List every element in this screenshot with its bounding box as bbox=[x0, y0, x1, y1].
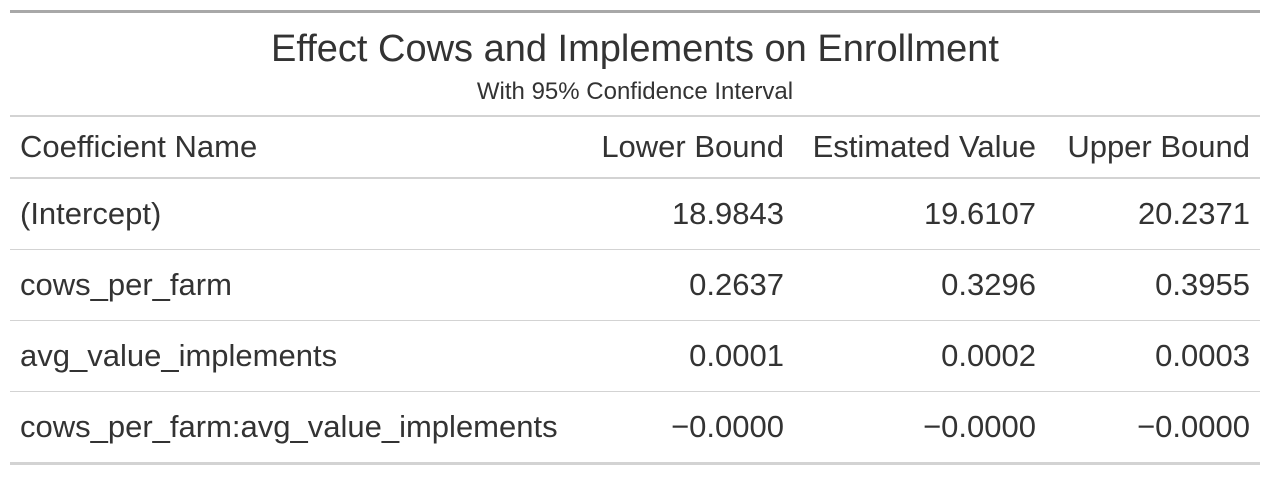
header-row: Coefficient Name Lower Bound Estimated V… bbox=[10, 117, 1260, 179]
coefficient-name-cell: cows_per_farm:avg_value_implements bbox=[10, 391, 580, 465]
upper-bound-cell: 0.0003 bbox=[1046, 320, 1260, 392]
lower-bound-cell: −0.0000 bbox=[580, 391, 794, 465]
lower-bound-cell: 18.9843 bbox=[580, 178, 794, 250]
table-row: cows_per_farm 0.2637 0.3296 0.3955 bbox=[10, 249, 1260, 321]
column-header-upper-bound: Upper Bound bbox=[1046, 117, 1260, 179]
column-header-coefficient-name: Coefficient Name bbox=[10, 117, 580, 179]
estimated-value-cell: 19.6107 bbox=[794, 178, 1046, 250]
lower-bound-cell: 0.0001 bbox=[580, 320, 794, 392]
table-row: avg_value_implements 0.0001 0.0002 0.000… bbox=[10, 320, 1260, 392]
coefficient-name-cell: cows_per_farm bbox=[10, 249, 580, 321]
estimated-value-cell: 0.3296 bbox=[794, 249, 1046, 321]
coefficient-table: Effect Cows and Implements on Enrollment… bbox=[10, 10, 1260, 465]
table-row: cows_per_farm:avg_value_implements −0.00… bbox=[10, 391, 1260, 465]
lower-bound-cell: 0.2637 bbox=[580, 249, 794, 321]
table-heading: Effect Cows and Implements on Enrollment… bbox=[10, 13, 1260, 117]
data-table: Coefficient Name Lower Bound Estimated V… bbox=[10, 117, 1260, 465]
column-header-estimated-value: Estimated Value bbox=[794, 117, 1046, 179]
upper-bound-cell: −0.0000 bbox=[1046, 391, 1260, 465]
estimated-value-cell: −0.0000 bbox=[794, 391, 1046, 465]
table-title: Effect Cows and Implements on Enrollment bbox=[271, 28, 999, 70]
table-row: (Intercept) 18.9843 19.6107 20.2371 bbox=[10, 178, 1260, 250]
coefficient-name-cell: (Intercept) bbox=[10, 178, 580, 250]
coefficient-name-cell: avg_value_implements bbox=[10, 320, 580, 392]
column-header-lower-bound: Lower Bound bbox=[580, 117, 794, 179]
upper-bound-cell: 0.3955 bbox=[1046, 249, 1260, 321]
estimated-value-cell: 0.0002 bbox=[794, 320, 1046, 392]
upper-bound-cell: 20.2371 bbox=[1046, 178, 1260, 250]
table-subtitle: With 95% Confidence Interval bbox=[476, 78, 794, 105]
